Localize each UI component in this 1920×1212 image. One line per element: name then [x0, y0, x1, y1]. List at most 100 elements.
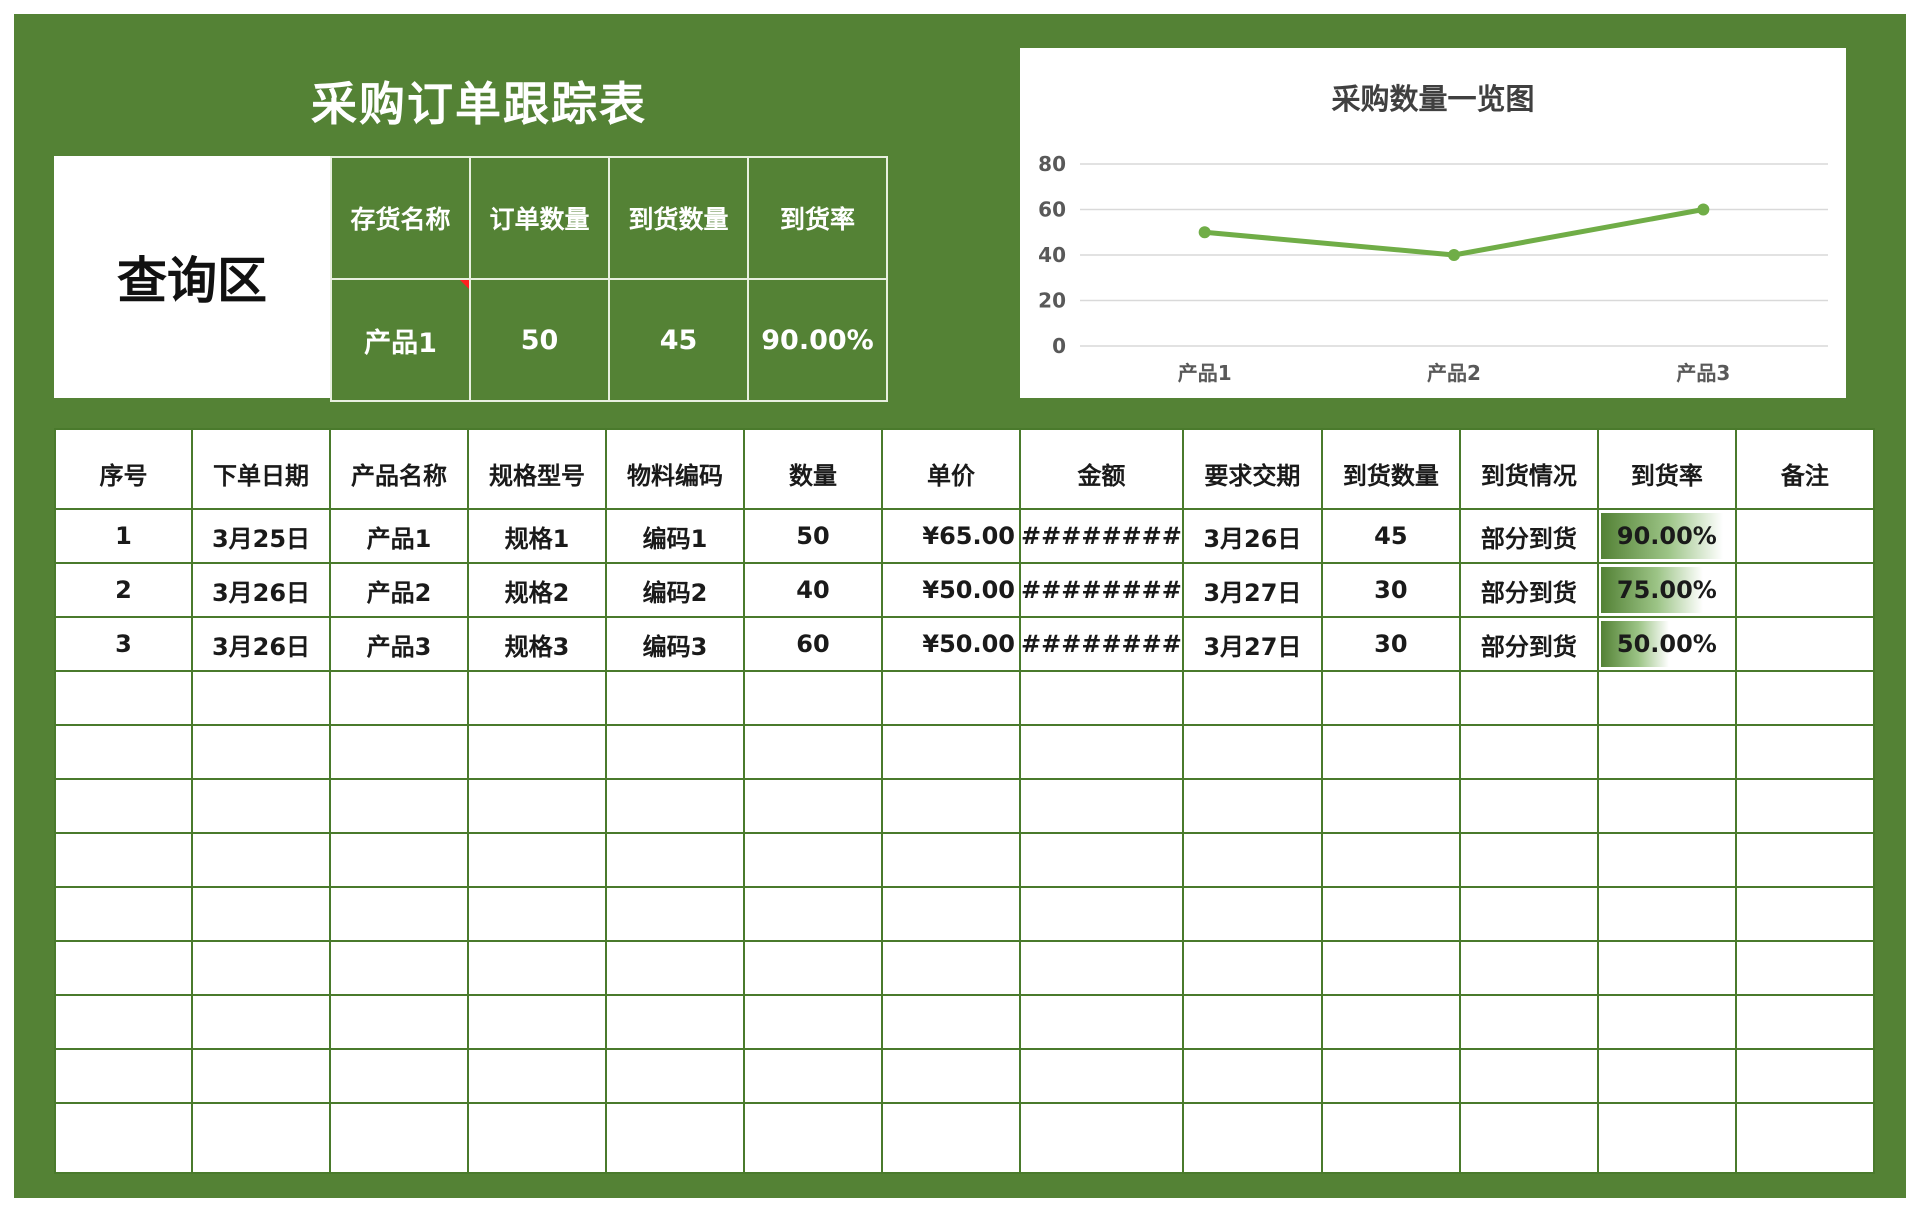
empty-cell[interactable] — [881, 724, 1021, 780]
empty-cell[interactable] — [1596, 940, 1737, 996]
data-point[interactable] — [1448, 249, 1460, 261]
query-value-cell[interactable]: 90.00% — [747, 278, 888, 402]
query-header-cell[interactable]: 存货名称 — [330, 156, 471, 280]
empty-cell[interactable] — [605, 670, 745, 726]
empty-cell[interactable] — [191, 994, 331, 1050]
empty-cell[interactable] — [191, 778, 331, 834]
column-header[interactable]: 产品名称 — [329, 428, 469, 510]
empty-cell[interactable] — [743, 940, 883, 996]
empty-cell[interactable] — [1458, 994, 1599, 1050]
empty-cell[interactable] — [743, 832, 883, 888]
empty-cell[interactable] — [1320, 778, 1461, 834]
cell-date[interactable]: 3月26日 — [191, 616, 331, 672]
empty-cell[interactable] — [1181, 724, 1323, 780]
empty-cell[interactable] — [1596, 832, 1737, 888]
empty-cell[interactable] — [1181, 940, 1323, 996]
empty-cell[interactable] — [1320, 1102, 1461, 1174]
empty-cell[interactable] — [191, 670, 331, 726]
empty-cell[interactable] — [1596, 724, 1737, 780]
empty-cell[interactable] — [467, 832, 607, 888]
empty-cell[interactable] — [467, 724, 607, 780]
empty-cell[interactable] — [329, 1102, 469, 1174]
cell-spec[interactable]: 规格2 — [467, 562, 607, 618]
empty-cell[interactable] — [1734, 994, 1875, 1050]
empty-cell[interactable] — [191, 886, 331, 942]
empty-cell[interactable] — [329, 940, 469, 996]
empty-cell[interactable] — [191, 1102, 331, 1174]
empty-cell[interactable] — [881, 1048, 1021, 1104]
empty-cell[interactable] — [1320, 724, 1461, 780]
empty-cell[interactable] — [54, 670, 193, 726]
empty-cell[interactable] — [329, 832, 469, 888]
empty-cell[interactable] — [1320, 940, 1461, 996]
empty-cell[interactable] — [54, 832, 193, 888]
cell-due[interactable]: 3月27日 — [1181, 616, 1323, 672]
cell-rate[interactable]: 75.00% — [1596, 562, 1737, 618]
column-header[interactable]: 规格型号 — [467, 428, 607, 510]
empty-cell[interactable] — [1320, 832, 1461, 888]
column-header[interactable]: 单价 — [881, 428, 1021, 510]
empty-cell[interactable] — [467, 778, 607, 834]
empty-cell[interactable] — [1181, 886, 1323, 942]
empty-cell[interactable] — [1181, 670, 1323, 726]
empty-cell[interactable] — [1596, 1102, 1737, 1174]
empty-cell[interactable] — [1734, 886, 1875, 942]
empty-cell[interactable] — [1458, 778, 1599, 834]
empty-cell[interactable] — [467, 670, 607, 726]
cell-note[interactable] — [1734, 562, 1875, 618]
empty-cell[interactable] — [467, 994, 607, 1050]
query-header-cell[interactable]: 到货数量 — [608, 156, 749, 280]
cell-spec[interactable]: 规格3 — [467, 616, 607, 672]
cell-date[interactable]: 3月26日 — [191, 562, 331, 618]
empty-cell[interactable] — [329, 994, 469, 1050]
empty-cell[interactable] — [54, 724, 193, 780]
cell-note[interactable] — [1734, 616, 1875, 672]
empty-cell[interactable] — [605, 724, 745, 780]
cell-qty[interactable]: 40 — [743, 562, 883, 618]
empty-cell[interactable] — [1019, 886, 1184, 942]
empty-cell[interactable] — [1458, 886, 1599, 942]
empty-cell[interactable] — [1734, 670, 1875, 726]
empty-cell[interactable] — [1458, 724, 1599, 780]
empty-cell[interactable] — [605, 994, 745, 1050]
empty-cell[interactable] — [605, 832, 745, 888]
empty-cell[interactable] — [1320, 886, 1461, 942]
empty-cell[interactable] — [467, 940, 607, 996]
empty-cell[interactable] — [743, 670, 883, 726]
cell-qty[interactable]: 50 — [743, 508, 883, 564]
empty-cell[interactable] — [1596, 1048, 1737, 1104]
empty-cell[interactable] — [1458, 940, 1599, 996]
empty-cell[interactable] — [1458, 1048, 1599, 1104]
empty-cell[interactable] — [329, 670, 469, 726]
column-header[interactable]: 到货率 — [1596, 428, 1737, 510]
column-header[interactable]: 要求交期 — [1181, 428, 1323, 510]
empty-cell[interactable] — [467, 1102, 607, 1174]
empty-cell[interactable] — [1734, 778, 1875, 834]
empty-cell[interactable] — [743, 886, 883, 942]
cell-price[interactable]: ¥65.00 — [881, 508, 1021, 564]
cell-name[interactable]: 产品2 — [329, 562, 469, 618]
cell-status[interactable]: 部分到货 — [1458, 508, 1599, 564]
empty-cell[interactable] — [329, 724, 469, 780]
empty-cell[interactable] — [467, 1048, 607, 1104]
empty-cell[interactable] — [881, 1102, 1021, 1174]
empty-cell[interactable] — [329, 778, 469, 834]
cell-note[interactable] — [1734, 508, 1875, 564]
empty-cell[interactable] — [1734, 1048, 1875, 1104]
empty-cell[interactable] — [881, 994, 1021, 1050]
empty-cell[interactable] — [743, 778, 883, 834]
cell-qty[interactable]: 60 — [743, 616, 883, 672]
empty-cell[interactable] — [1734, 832, 1875, 888]
query-value-cell[interactable]: 45 — [608, 278, 749, 402]
empty-cell[interactable] — [191, 1048, 331, 1104]
empty-cell[interactable] — [1734, 1102, 1875, 1174]
cell-price[interactable]: ¥50.00 — [881, 616, 1021, 672]
series-line[interactable] — [1204, 207, 1704, 258]
data-point[interactable] — [1198, 226, 1211, 239]
cell-no[interactable]: 3 — [54, 616, 193, 672]
cell-no[interactable]: 2 — [54, 562, 193, 618]
cell-rate[interactable]: 90.00% — [1596, 508, 1737, 564]
empty-cell[interactable] — [1320, 670, 1461, 726]
empty-cell[interactable] — [1596, 778, 1737, 834]
query-header-cell[interactable]: 订单数量 — [469, 156, 610, 280]
